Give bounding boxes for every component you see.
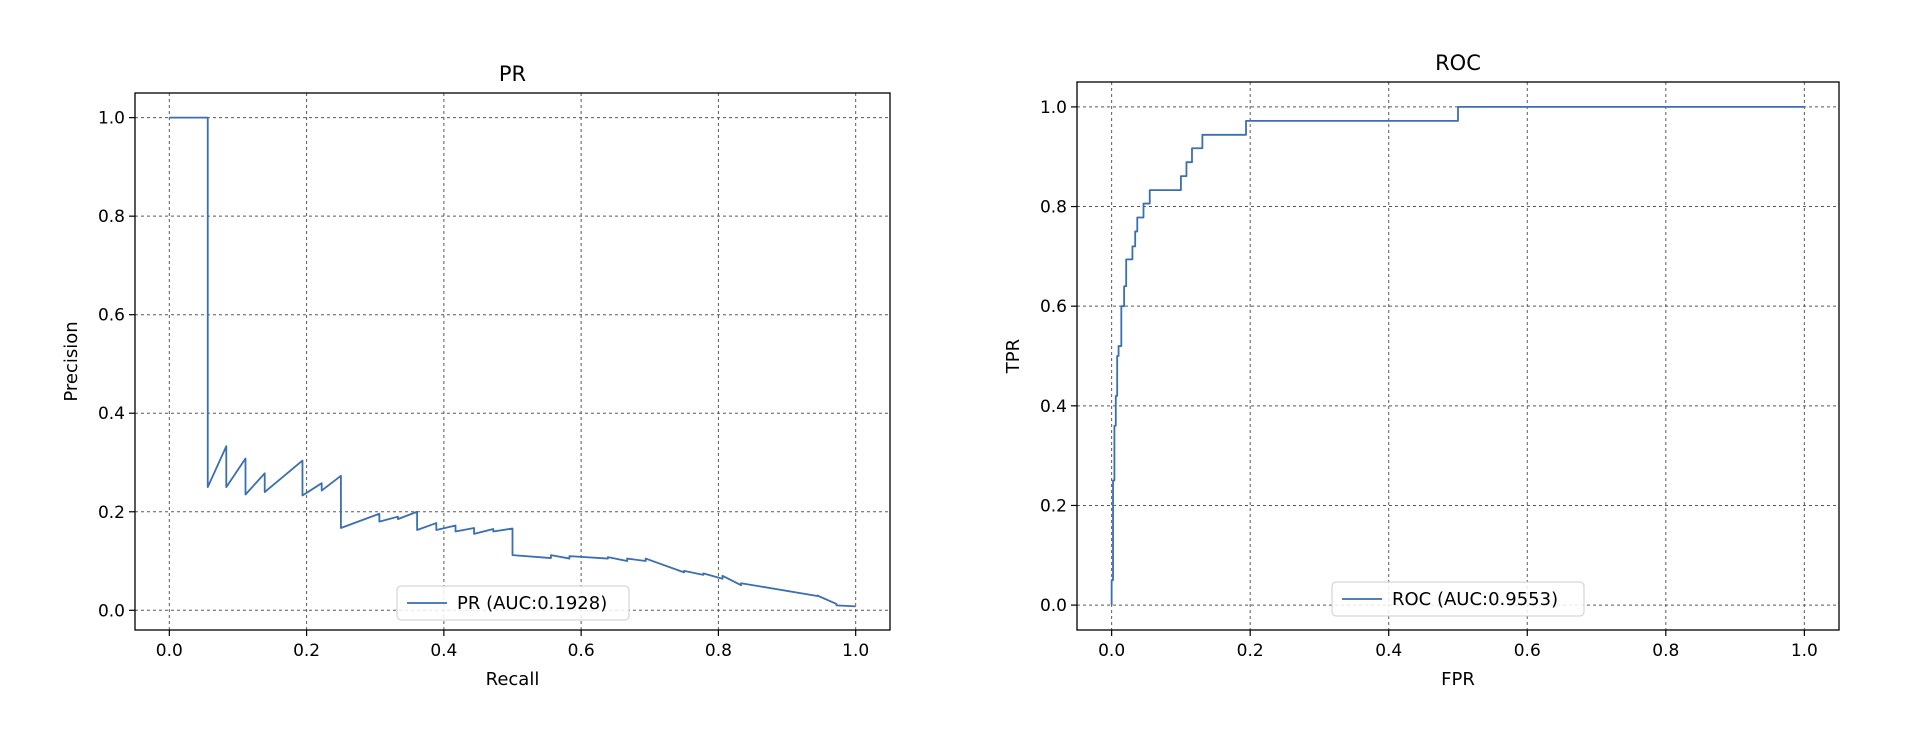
roc-y-tick-label: 1.0 bbox=[1040, 98, 1067, 118]
roc-legend: ROC (AUC:0.9553) bbox=[1331, 581, 1585, 617]
pr-y-tick-label: 0.2 bbox=[98, 503, 125, 523]
roc-x-tick-label: 0.0 bbox=[1098, 641, 1125, 661]
pr-plot-frame bbox=[134, 92, 891, 631]
pr-x-tick-label: 0.0 bbox=[156, 641, 183, 661]
pr-x-tick-label: 0.6 bbox=[568, 641, 595, 661]
roc-x-tick-label: 1.0 bbox=[1791, 641, 1818, 661]
roc-x-tick-label: 0.4 bbox=[1375, 641, 1402, 661]
pr-x-tick-label: 0.8 bbox=[705, 641, 732, 661]
roc-x-axis-label: FPR bbox=[1441, 669, 1475, 690]
pr-y-tick-label: 0.6 bbox=[98, 306, 125, 326]
pr-legend-box bbox=[396, 585, 630, 621]
pr-legend-label: PR (AUC:0.1928) bbox=[457, 593, 607, 614]
roc-x-tick-label: 0.8 bbox=[1652, 641, 1679, 661]
roc-legend-box bbox=[1331, 581, 1585, 617]
pr-y-tick-label: 0.4 bbox=[98, 404, 125, 424]
pr-curve bbox=[169, 116, 856, 608]
pr-legend: PR (AUC:0.1928) bbox=[396, 585, 630, 621]
pr-chart-title: PR bbox=[499, 62, 526, 86]
pr-chart: PR 0.0 0.2 0.4 0.6 0.8 1.00.00.20.40.60.81.0 … bbox=[61, 62, 891, 690]
pr-x-axis-label: Recall bbox=[486, 669, 540, 690]
roc-y-axis-label: TPR bbox=[1003, 339, 1024, 374]
roc-chart: ROC 0.0 0.2 0.4 0.6 0.8 1.0 0.0 0.2 0.4 0.6 0.8 1.0… bbox=[1003, 51, 1840, 690]
roc-y-tick-label: 0.8 bbox=[1040, 198, 1067, 218]
roc-ticks: 0.0 0.2 0.4 0.6 0.8 1.0 0.0 0.2 0.4 0.6 0.8 1.0 bbox=[1040, 98, 1818, 661]
pr-y-tick-label: 0.8 bbox=[98, 207, 125, 227]
roc-legend-label: ROC (AUC:0.9553) bbox=[1392, 589, 1558, 610]
roc-y-tick-label: 0.0 bbox=[1040, 596, 1067, 616]
pr-x-tick-label: 1.0 bbox=[842, 641, 869, 661]
pr-ticks: 0.0 0.2 0.4 0.6 0.8 1.0 0.0 0.2 0.4 0.6 0.8 1.0 bbox=[98, 109, 869, 661]
roc-curve bbox=[1110, 106, 1805, 606]
roc-grid bbox=[1077, 82, 1839, 630]
roc-y-tick-label: 0.4 bbox=[1040, 397, 1067, 417]
roc-x-tick-label: 0.6 bbox=[1514, 641, 1541, 661]
pr-y-tick-label: 0.0 bbox=[98, 601, 125, 621]
pr-x-tick-label: 0.2 bbox=[293, 641, 320, 661]
roc-y-tick-label: 0.6 bbox=[1040, 297, 1067, 317]
pr-y-axis-label: Precision bbox=[61, 321, 82, 401]
pr-x-tick-label: 0.4 bbox=[430, 641, 457, 661]
roc-x-tick-label: 0.2 bbox=[1237, 641, 1264, 661]
roc-plot-frame bbox=[1076, 81, 1840, 631]
roc-y-tick-label: 0.2 bbox=[1040, 496, 1067, 516]
roc-chart-title: ROC bbox=[1435, 51, 1481, 75]
pr-y-tick-label: 1.0 bbox=[98, 109, 125, 129]
